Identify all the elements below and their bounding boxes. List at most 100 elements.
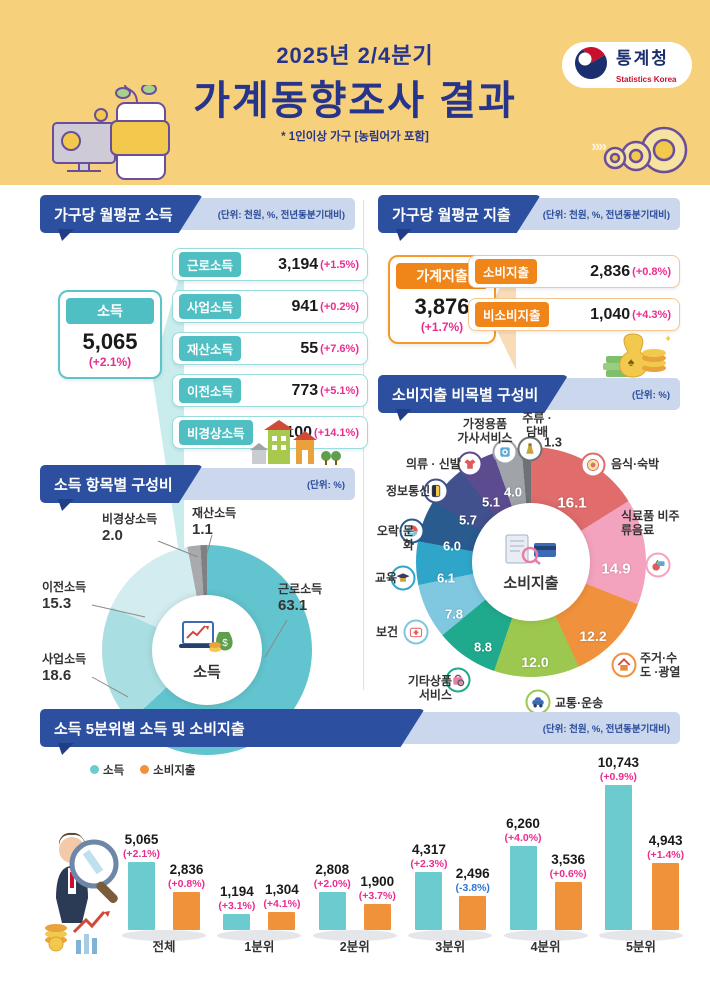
banner-tail [392,229,412,241]
bar-category-label: 5분위 [625,940,656,954]
income-pie-title: 소득 항목별 구성비 [40,465,203,503]
bar [509,846,537,930]
income-section-title: 가구당 월평균 소득 [40,195,203,233]
bar-value: 1,900 [360,874,395,890]
bar-value: 3,536 [551,852,585,868]
bar-change: (+0.8%) [168,877,206,890]
pie-category-label: 근로소득 63.1 [278,582,322,614]
income-legend-dot [90,765,99,774]
pie-category-label: 교통·운송 [555,696,604,710]
food-icon [580,452,606,478]
page-title: 가계동향조사 결과 [193,79,517,123]
bar-group: 5,065 (+2.1%) 2,836 (+0.8%) 전체 [120,770,208,955]
expense-pie-chart: 소비지출 16.1 14.9 12.2 12.0 8.8 7.8 6.1 6.0… [375,411,683,715]
legend-income-label: 소득 [103,765,125,777]
income-pie-unit: (단위: %) [306,480,345,491]
bar [554,882,582,930]
header-note: * 1인이상 가구 [농림어가 포함] [281,131,429,143]
telecom-icon [423,478,449,504]
expenditure-section-banner: (단위: 천원, %, 전년동분기대비) 가구당 월평균 지출 [378,195,680,241]
income-item-change: (+0.2%) [320,300,359,313]
income-item-row: 근로소득 3,194 (+1.5%) [172,248,368,281]
expenditure-unit-note: (단위: 천원, %, 전년동분기대비) [542,210,670,221]
bar-category-label: 3분위 [435,940,466,954]
income-slice-value: 2.0 [102,526,123,544]
bar-shadow [122,930,206,941]
bar-change: (+3.1%) [218,899,256,912]
bar-value: 2,496 [455,866,490,882]
bar-group: 6,260 (+4.0%) 3,536 (+0.6%) 4분위 [502,770,590,955]
bar-group: 4,317 (+2.3%) 2,496 (-3.8%) 3분위 [406,770,494,955]
spending-legend-dot [140,765,150,774]
expenditure-item-label: 소비지출 [475,259,538,284]
slice-value: 12.0 [521,654,549,670]
bar-category-label: 2분위 [339,940,370,954]
income-slice-name: 이전소득 [42,580,87,594]
bar-column: 4,943 (+1.4%) [647,833,684,930]
income-item-value: 55 [300,339,319,357]
bar-column: 2,496 (-3.8%) [455,866,490,930]
bar-legend: 소득 소비지출 [90,762,196,778]
education-icon [390,565,416,591]
income-slice-value: 18.6 [42,666,72,684]
bar-change: (+4.0%) [504,831,542,844]
bar-column: 3,536 (+0.6%) [550,852,587,930]
expense-pie-title: 소비지출 비목별 구성비 [378,375,568,413]
bar-value-label: 6,260 (+4.0%) [505,816,542,844]
statistics-korea-logo: 통계청 Statistics Korea [562,42,692,88]
header-quarter: 2025년 2/4분기 [276,43,434,68]
income-item-value: 941 [291,297,319,315]
bar-column: 1,304 (+4.1%) [263,882,300,930]
logo-name: 통계청 [616,48,669,68]
expense-pie-center-label: 소비지출 [503,575,559,592]
income-slice-name: 사업소득 [42,652,87,666]
pie-category-label: 보건 [376,625,399,639]
legend-spending-label: 소비지출 [153,765,196,777]
expense-donut: 소비지출 [416,447,646,677]
slice-value: 5.7 [458,512,478,528]
income-slice-value: 63.1 [278,596,308,614]
bar-value: 4,317 [412,842,446,858]
income-pie-banner: (단위: %) 소득 항목별 구성비 [40,465,355,511]
bar-column: 4,317 (+2.3%) [410,842,447,930]
expense-pie-banner: (단위: %) 소비지출 비목별 구성비 [378,375,680,421]
bar [459,896,487,930]
income-slice-value: 1.1 [192,520,213,538]
expenditure-item-row: 소비지출 2,836 (+0.8%) [468,255,680,288]
household-icon [492,439,518,465]
bar-change: (+3.7%) [358,889,396,902]
income-item-change: (+14.1%) [314,426,359,439]
bar [127,862,155,930]
income-item-label: 근로소득 [179,252,242,277]
income-item-row: 사업소득 941 (+0.2%) [172,290,368,323]
bar-value-label: 2,808 (+2.0%) [314,862,351,890]
expenditure-section-title: 가구당 월평균 지출 [378,195,541,233]
logo-text: 통계청 Statistics Korea [616,44,676,87]
income-total-value: 5,065 [82,329,138,354]
slice-value: 5.1 [481,494,501,510]
bar-change: (+0.9%) [599,770,637,783]
banner-tail [54,229,74,241]
car-icon [525,689,551,715]
bar-column: 1,194 (+3.1%) [218,884,255,930]
bar-value: 2,808 [315,862,350,878]
expenditure-item-row: 비소비지출 1,040 (+4.3%) [468,298,680,331]
expenditure-item-value: 1,040 [590,305,631,323]
pie-category-label: 이전소득 15.3 [42,580,87,612]
income-item-change: (+5.1%) [320,384,359,397]
expenditure-total-change: (+1.7%) [420,320,464,334]
bar [268,912,296,930]
income-item-change: (+1.5%) [320,258,359,271]
house-icon [611,652,637,678]
income-slice-value: 15.3 [42,594,72,612]
income-item-row: 이전소득 773 (+5.1%) [172,374,368,407]
bar-change: (+1.4%) [647,848,685,861]
logo-subtitle: Statistics Korea [616,74,677,84]
income-item-label: 사업소득 [179,294,242,319]
legend-income: 소득 [90,762,124,778]
income-total-label: 소득 [66,298,154,324]
bar-change: (-3.8%) [455,881,490,894]
income-total-box: 소득 5,065 (+2.1%) [58,290,162,379]
bar-column: 6,260 (+4.0%) [505,816,542,930]
pie-category-label: 정보통신 [386,484,431,498]
